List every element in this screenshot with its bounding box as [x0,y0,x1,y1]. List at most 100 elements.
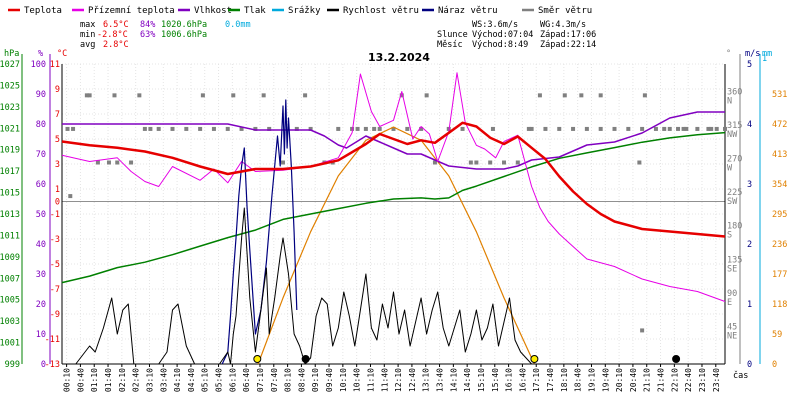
wind-direction-point [419,126,424,131]
wind-direction-point [515,160,520,165]
temperature-line [61,121,726,238]
x-tick-label: 01:40 [104,368,113,392]
stat-moonrise: Východ:8:49 [472,40,528,50]
wind-direction-point [432,160,437,165]
marker-layer [253,355,681,363]
wind-direction-point [372,126,377,131]
x-tick-label: 18:10 [560,368,569,392]
direction-label: SW [727,197,738,207]
x-tick-label: 02:40 [132,368,141,392]
pressure-tick: 1027 [0,60,20,70]
legend-label: Náraz větru [438,6,498,16]
solar-tick: 59 [772,330,782,340]
temperature-tick: 5 [55,135,60,145]
solar-tick: 177 [772,270,787,280]
pressure-tick: 1013 [0,210,20,220]
wind-direction-point [308,126,313,131]
pressure-tick: 1005 [0,296,20,306]
wind-direction-point [253,126,258,131]
humidity-tick: 30 [36,270,46,280]
direction-label: E [727,298,732,308]
stat-max-pressure: 1020.6hPa [161,20,207,30]
direction-label: NE [727,331,737,341]
y-axes: 11975310-1-3-5-7-9-11-131009080706050403… [0,54,787,370]
temperature-tick: 9 [55,85,60,95]
temperature-tick: 1 [55,185,60,195]
wind-direction-point [562,93,567,98]
direction-tick: 135 [727,255,742,265]
wind-direction-point [642,93,647,98]
x-tick-label: 11:40 [380,368,389,392]
pressure-tick: 1019 [0,146,20,156]
pressure-tick: 1011 [0,231,20,241]
wind-direction-point [490,126,495,131]
stat-wind-speed: WS:3.6m/s [472,20,518,30]
humidity-tick: 70 [36,150,46,160]
wind-direction-point [405,126,410,131]
direction-tick: 45 [727,322,737,332]
direction-tick: 270 [727,155,742,165]
wind-direction-point [571,126,576,131]
stat-min-pressure: 1006.6hPa [161,30,207,40]
stat-sunrise: Východ:07:04 [472,30,533,40]
pressure-tick: 999 [5,360,20,370]
wind-direction-point [239,126,244,131]
wind-direction-point [198,126,203,131]
pressure-tick: 1009 [0,253,20,263]
rain-tick: 1 [762,54,767,64]
temperature-tick: -7 [50,285,60,295]
wind-direction-point [695,126,700,131]
x-tick-label: 20:10 [615,368,624,392]
humidity-tick: 40 [36,240,46,250]
temperature-tick: 7 [55,110,60,120]
ground-temperature-line [61,72,726,302]
x-tick-label: 10:10 [339,368,348,392]
wind-direction-point [424,93,429,98]
temperature-tick: 0 [55,198,60,208]
x-tick-label: 05:40 [215,368,224,392]
temperature-tick: 3 [55,160,60,170]
pressure-tick: 1025 [0,81,20,91]
wind-direction-point [637,160,642,165]
x-tick-label: 11:10 [366,368,375,392]
humidity-tick: 100 [31,60,46,70]
wind-direction-point [129,160,134,165]
temperature-tick: -13 [45,360,60,370]
wind-direction-point [71,126,76,131]
wind-direction-point [460,126,465,131]
x-tick-label: 15:40 [491,368,500,392]
stats-block: max 6.5°C 84% 1020.6hPa 0.0mm min -2.8°C… [80,20,596,50]
pressure-tick: 1001 [0,339,20,349]
wind-direction-point [112,93,117,98]
wind-direction-point [294,126,299,131]
direction-tick: 180 [727,222,742,232]
speed-tick: 1 [747,300,752,310]
direction-tick: 315 [727,121,742,131]
x-axis-title: čas [733,370,748,381]
humidity-tick: 60 [36,180,46,190]
x-tick-label: 09:10 [311,368,320,392]
humidity-tick: 20 [36,300,46,310]
direction-axis-title: ° [726,49,731,59]
pressure-tick: 1021 [0,124,20,134]
speed-tick: 5 [747,60,752,70]
wind-direction-point [529,126,534,131]
wind-direction-point [723,126,727,131]
x-tick-label: 09:40 [325,368,334,392]
x-tick-label: 06:10 [228,368,237,392]
stat-moon-label: Měsíc [437,40,463,50]
stat-max-label: max [80,20,95,30]
wind-direction-point [200,93,205,98]
wind-direction-point [68,194,73,199]
x-tick-label: 17:10 [532,368,541,392]
humidity-tick: 50 [36,210,46,220]
wind-direction-point [261,93,266,98]
legend-label: Směr větru [538,6,592,16]
wind-direction-point [336,126,341,131]
x-tick-label: 08:10 [284,368,293,392]
solar-tick: 472 [772,120,787,130]
x-tick-label: 07:10 [256,368,265,392]
rain-axis-title: mm [762,49,772,59]
plot-grid [21,54,761,365]
